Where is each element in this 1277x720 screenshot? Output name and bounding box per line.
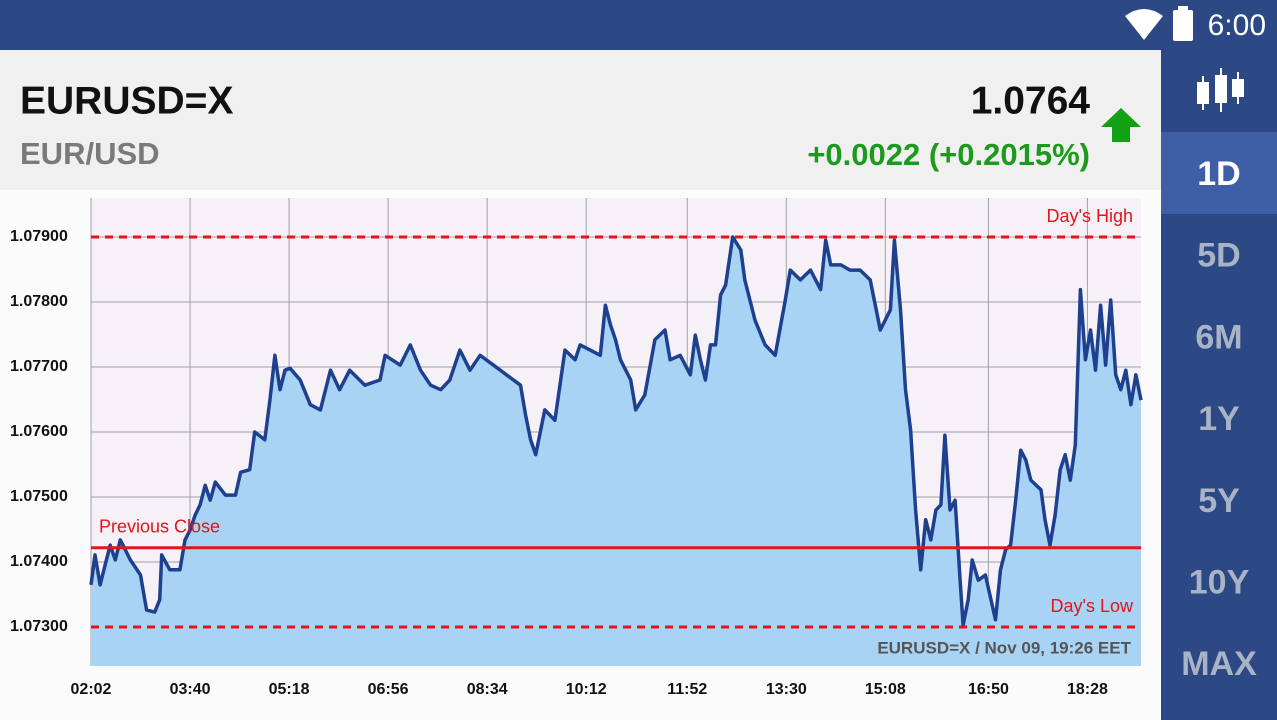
range-menu: 1D 5D 6M 1Y 5Y 10Y MAX (1161, 132, 1277, 683)
y-tick-label: 1.07600 (10, 423, 68, 440)
battery-icon (1173, 10, 1193, 41)
up-arrow (1101, 108, 1141, 142)
price-area (91, 237, 1141, 666)
range-button[interactable]: 1Y (1198, 400, 1240, 438)
y-tick-label: 1.07800 (10, 293, 68, 310)
wifi-icon (1125, 9, 1163, 40)
reference-label: Day's High (1047, 206, 1133, 226)
candlestick-icon[interactable] (1197, 68, 1244, 112)
range-button[interactable]: 5D (1197, 237, 1240, 275)
y-tick-label: 1.07500 (10, 488, 68, 505)
x-tick-label: 16:50 (968, 681, 1009, 698)
x-tick-label: 06:56 (368, 681, 409, 698)
range-button[interactable]: 6M (1195, 318, 1242, 356)
header-bg (0, 50, 1161, 190)
range-button[interactable]: 10Y (1189, 563, 1250, 601)
range-button[interactable]: 1D (1197, 155, 1240, 193)
range-button[interactable]: MAX (1181, 645, 1257, 683)
y-tick-label: 1.07900 (10, 228, 68, 245)
x-tick-label: 03:40 (170, 681, 211, 698)
x-tick-label: 13:30 (766, 681, 807, 698)
x-tick-label: 08:34 (467, 681, 508, 698)
price-line (89, 235, 1143, 627)
x-tick-label: 11:52 (667, 681, 707, 698)
reference-label: Previous Close (99, 516, 220, 536)
symbol-name: EUR/USD (20, 136, 160, 171)
x-tick-label: 02:02 (71, 681, 112, 698)
y-tick-label: 1.07700 (10, 358, 68, 375)
chart: 1.07300 1.07400 1.07500 1.07600 1.07700 1.078… (10, 198, 1143, 698)
x-tick-label: 18:28 (1067, 681, 1108, 698)
status-bar (0, 0, 1277, 50)
y-tick-label: 1.07300 (10, 618, 68, 635)
range-button[interactable]: 5Y (1198, 482, 1240, 520)
x-tick-label: 05:18 (269, 681, 310, 698)
chart-footnote: EURUSD=X / Nov 09, 19:26 EET (877, 638, 1131, 657)
price: 1.0764 (971, 79, 1091, 122)
y-tick-label: 1.07400 (10, 553, 68, 570)
price-change: +0.0022 (+0.2015%) (807, 137, 1090, 172)
battery-tip (1178, 6, 1188, 11)
x-tick-label: 15:08 (865, 681, 906, 698)
selected-range-bg (1161, 132, 1277, 214)
status-time: 6:00 (1208, 9, 1266, 42)
symbol: EURUSD=X (20, 79, 233, 122)
reference-label: Day's Low (1051, 596, 1134, 616)
x-tick-label: 10:12 (566, 681, 607, 698)
